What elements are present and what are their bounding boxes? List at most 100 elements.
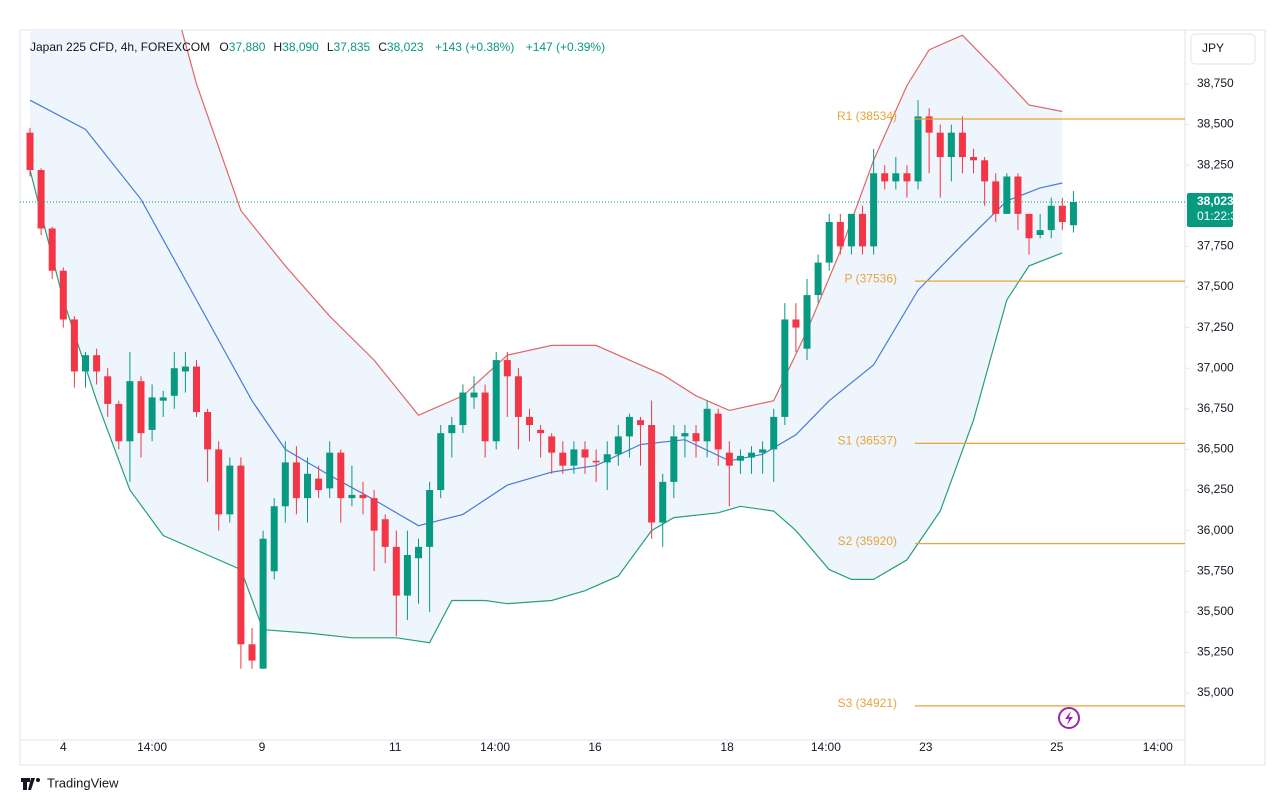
- candle-body: [237, 465, 245, 645]
- candle-body: [847, 213, 855, 247]
- pivot-label: S2 (35920): [838, 534, 897, 548]
- legend-header: Japan 225 CFD, 4h, FOREXCOM O37,880 H38,0…: [30, 40, 605, 54]
- candle-body: [659, 481, 667, 523]
- band-line: [181, 30, 1063, 417]
- candle-body: [736, 455, 744, 461]
- pivot-label: S1 (36537): [838, 434, 897, 448]
- x-tick-label: 25: [1050, 740, 1064, 754]
- candle-body: [270, 506, 278, 572]
- candle-body: [958, 132, 966, 158]
- candle-body: [637, 420, 645, 426]
- candle-body: [215, 449, 223, 515]
- symbol-title: Japan 225 CFD, 4h, FOREXCOM: [30, 40, 211, 54]
- price-tag-countdown: 01:22:35: [1197, 209, 1244, 223]
- candle-body: [503, 360, 511, 377]
- y-tick-label: 37,750: [1197, 239, 1234, 253]
- ohlc-value: 37,880: [228, 40, 266, 54]
- candle-body: [1069, 202, 1077, 226]
- candle-body: [159, 397, 167, 401]
- candle-body: [148, 397, 156, 430]
- currency-box[interactable]: [1190, 33, 1256, 65]
- x-tick-label: 4: [60, 740, 67, 754]
- candle-body: [648, 425, 656, 523]
- band-fill: [29, 30, 1063, 643]
- x-tick-label: 16: [588, 740, 602, 754]
- pivot-label: R1 (38534): [837, 109, 897, 123]
- candle-body: [914, 116, 922, 182]
- candle-body: [692, 433, 700, 442]
- candle-body: [359, 494, 367, 499]
- candle-body: [248, 644, 256, 661]
- candle-body: [37, 170, 45, 229]
- y-tick-label: 38,250: [1197, 157, 1234, 171]
- candle-body: [714, 413, 722, 450]
- candle-body: [1025, 213, 1033, 239]
- chart-frame: [19, 29, 1266, 766]
- y-tick-label: 36,500: [1197, 442, 1234, 456]
- y-tick-label: 36,750: [1197, 401, 1234, 415]
- candle-body: [992, 181, 1000, 214]
- price-tag-value: 38,023: [1197, 194, 1234, 208]
- candle-body: [381, 519, 389, 547]
- candle-body: [603, 454, 611, 463]
- candle-body: [781, 319, 789, 417]
- candle-body: [370, 498, 378, 531]
- y-tick-label: 36,000: [1197, 523, 1234, 537]
- candle-body: [581, 449, 589, 458]
- candle-body: [814, 262, 822, 296]
- y-tick-label: 38,750: [1197, 76, 1234, 90]
- x-tick-label: 11: [389, 740, 402, 754]
- candle-body: [703, 408, 711, 442]
- candle-body: [825, 221, 833, 263]
- pivot-label: S3 (34921): [838, 696, 897, 710]
- candle-body: [204, 412, 212, 450]
- candle-body: [1036, 230, 1044, 235]
- brand-name: TradingView: [47, 775, 119, 790]
- candle-body: [925, 116, 933, 133]
- ohlc-value: 37,835: [333, 40, 371, 54]
- x-tick-label: 14:00: [137, 740, 167, 754]
- candle-body: [326, 452, 334, 489]
- candle-body: [437, 433, 445, 491]
- candle-body: [470, 392, 478, 398]
- candle-body: [592, 460, 600, 463]
- candle-body: [426, 490, 434, 547]
- pivot-label: P (37536): [845, 271, 897, 285]
- candle-body: [770, 416, 778, 450]
- ohlc-key: L: [326, 40, 334, 54]
- ohlc-value: 38,090: [282, 40, 319, 54]
- candle-body: [459, 392, 467, 426]
- candle-body: [1014, 176, 1022, 214]
- candle-body: [104, 376, 112, 404]
- candle-body: [670, 436, 678, 482]
- x-tick-label: 14:00: [1143, 740, 1173, 754]
- alert-icon[interactable]: [1058, 707, 1080, 729]
- candle-body: [392, 546, 400, 596]
- x-tick-label: 23: [919, 740, 933, 754]
- candle-body: [192, 366, 200, 413]
- candle-body: [348, 494, 356, 499]
- candle-body: [26, 132, 34, 171]
- x-tick-label: 18: [720, 740, 734, 754]
- candle-body: [292, 462, 300, 499]
- y-tick-label: 37,500: [1197, 279, 1234, 293]
- candle-body: [870, 173, 878, 247]
- change: +143 (+0.38%): [434, 40, 515, 54]
- candle-body: [137, 381, 145, 434]
- y-tick-label: 35,500: [1197, 604, 1234, 618]
- candle-body: [115, 403, 123, 442]
- candle-body: [403, 554, 411, 596]
- y-tick-label: 36,250: [1197, 482, 1234, 496]
- candle-body: [537, 429, 545, 434]
- candle-body: [981, 160, 989, 182]
- candle-body: [792, 319, 800, 328]
- candle-body: [881, 173, 889, 182]
- candle-body: [548, 436, 556, 453]
- plot-area: [26, 30, 1077, 669]
- x-tick-label: 14:00: [480, 740, 510, 754]
- candle-body: [725, 452, 733, 466]
- candle-body: [448, 425, 456, 434]
- candle-body: [1058, 205, 1066, 222]
